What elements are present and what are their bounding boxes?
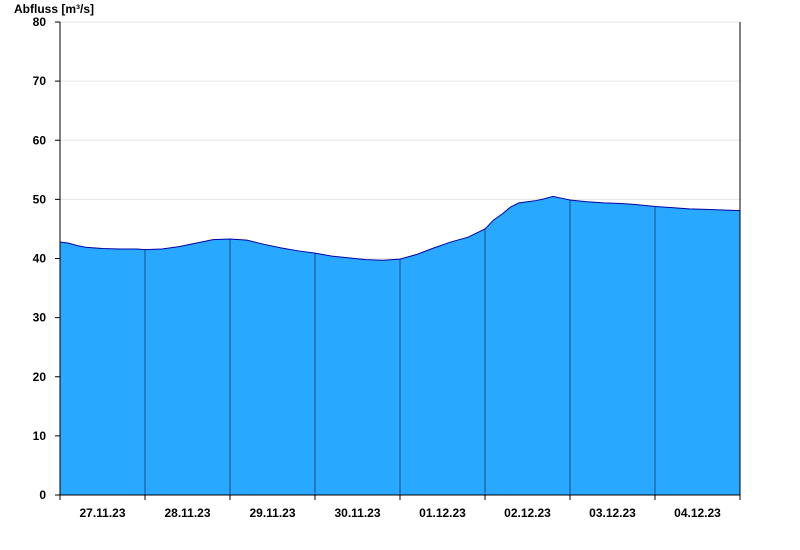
axes [55, 21, 741, 500]
y-tick-label-40: 40 [33, 252, 47, 266]
y-tick-label-0: 0 [39, 488, 46, 502]
y-axis-title: Abfluss [m³/s] [14, 2, 94, 16]
y-tick-labels: 0 10 20 30 40 50 60 70 80 [33, 15, 47, 502]
x-tick-label-7: 04.12.23 [674, 506, 721, 520]
x-tick-label-0: 27.11.23 [79, 506, 125, 520]
y-tick-label-80: 80 [33, 15, 47, 29]
x-tick-label-1: 28.11.23 [164, 506, 210, 520]
discharge-line [59, 195, 741, 261]
x-tick-label-6: 03.12.23 [589, 506, 636, 520]
day-separator-lines [144, 199, 656, 495]
y-tick-label-10: 10 [33, 429, 47, 443]
x-tick-label-2: 29.11.23 [249, 506, 295, 520]
x-tick-label-4: 01.12.23 [419, 506, 466, 520]
y-tick-label-70: 70 [33, 74, 47, 88]
x-tick-label-5: 02.12.23 [504, 506, 551, 520]
y-tick-label-60: 60 [33, 133, 47, 147]
x-tick-label-3: 30.11.23 [334, 506, 380, 520]
y-tick-label-20: 20 [33, 370, 47, 384]
y-tick-label-50: 50 [33, 192, 47, 206]
y-tick-label-30: 30 [33, 311, 47, 325]
x-tick-labels: 27.11.23 28.11.23 29.11.23 30.11.23 01.12.23… [79, 506, 721, 520]
